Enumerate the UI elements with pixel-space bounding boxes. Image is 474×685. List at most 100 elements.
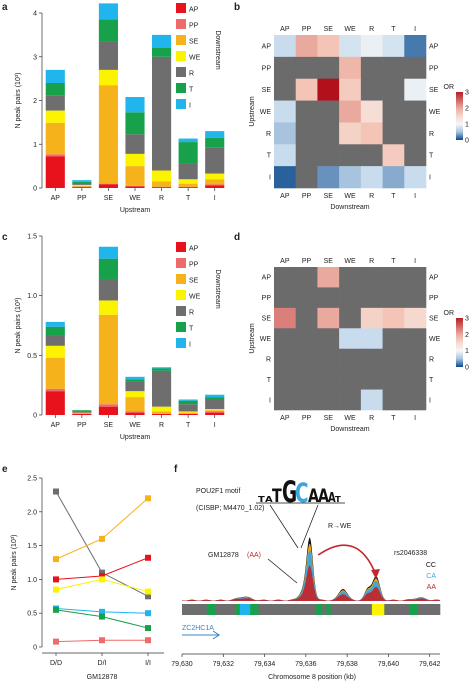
y-tick-label: 3 bbox=[33, 54, 37, 61]
x-tick-label: R bbox=[159, 422, 164, 429]
legend-title: Downstream bbox=[214, 30, 221, 69]
state-segment-r bbox=[417, 604, 441, 615]
series-point bbox=[53, 586, 59, 593]
legend-label: PP bbox=[189, 23, 199, 30]
heatmap-cell bbox=[339, 389, 362, 411]
bar-segment-i bbox=[45, 69, 65, 83]
row-label-left: PP bbox=[262, 65, 272, 72]
col-label-top: T bbox=[391, 258, 396, 265]
legend-label: AP bbox=[189, 7, 199, 14]
colorbar-tick: 0 bbox=[465, 365, 469, 372]
legend-label: I bbox=[189, 342, 191, 349]
state-segment-r bbox=[258, 604, 317, 615]
heatmap-cell bbox=[382, 328, 405, 350]
legend-label: T bbox=[189, 326, 194, 333]
colorbar-tick: 2 bbox=[465, 332, 469, 339]
heatmap-cell bbox=[295, 348, 318, 370]
motif-letter: C bbox=[295, 479, 309, 509]
y-tick-label: 1 bbox=[33, 142, 37, 149]
bar-segment-se bbox=[72, 185, 92, 187]
bar-segment-se bbox=[178, 183, 198, 187]
col-label-top: I bbox=[414, 258, 416, 265]
col-label-top: WE bbox=[344, 258, 356, 265]
state-segment-t bbox=[250, 604, 259, 615]
x-tick-label: 79,632 bbox=[213, 661, 235, 668]
heatmap-cell bbox=[360, 166, 383, 189]
y-axis-label: N peak pairs (10³) bbox=[15, 72, 22, 128]
state-segment-r bbox=[384, 604, 410, 615]
heatmap-cell bbox=[404, 166, 427, 189]
x-tick-label: 79,642 bbox=[419, 661, 441, 668]
x-axis-label: Chromosome 8 position (kb) bbox=[268, 674, 356, 681]
row-label-left: R bbox=[266, 356, 271, 363]
series-point bbox=[145, 625, 151, 632]
colorbar-tick: 1 bbox=[465, 122, 469, 129]
bar-segment-ap bbox=[178, 413, 198, 415]
heatmap-cell bbox=[339, 328, 362, 350]
heatmap-cell bbox=[404, 267, 427, 288]
bar-segment-ap bbox=[205, 185, 225, 188]
y-tick-label: 0 bbox=[33, 186, 37, 193]
x-tick-label: WE bbox=[129, 422, 141, 429]
row-label-right: WE bbox=[429, 336, 441, 343]
heatmap-cell bbox=[360, 369, 383, 390]
interaction-arrow bbox=[317, 544, 377, 576]
bar-segment-we bbox=[178, 411, 198, 413]
x-tick-label: T bbox=[186, 195, 191, 202]
y-tick-label: 0.5 bbox=[27, 611, 37, 618]
row-label-right: SE bbox=[429, 87, 439, 94]
y-tick-label: 2.0 bbox=[27, 509, 37, 516]
row-label-left: WE bbox=[260, 336, 272, 343]
colorbar-title: OR bbox=[444, 84, 455, 91]
heatmap-cell bbox=[404, 328, 427, 350]
row-label-left: T bbox=[267, 153, 272, 160]
panel-b-heatmap: AP AP PP PP SE SE WE WE R R T T I I AP AP PP PP SE SE WE WE R R… bbox=[249, 26, 469, 211]
col-label-top: R bbox=[369, 258, 374, 265]
heatmap-cell bbox=[274, 100, 297, 123]
row-label-right: WE bbox=[429, 109, 441, 116]
legend-swatch-t bbox=[176, 322, 186, 332]
heatmap-cell bbox=[339, 348, 362, 370]
x-tick-label: 79,638 bbox=[336, 661, 358, 668]
heatmap-cell bbox=[317, 35, 340, 58]
heatmap-cell bbox=[295, 100, 318, 123]
state-segment-t bbox=[409, 604, 418, 615]
heatmap-cell bbox=[360, 328, 383, 350]
legend-label: WE bbox=[189, 55, 201, 62]
heatmap-cell bbox=[360, 389, 383, 411]
col-label-bottom: T bbox=[391, 193, 396, 200]
series-point bbox=[53, 606, 59, 613]
panel-label-c: c bbox=[2, 232, 8, 243]
x-tick-label: WE bbox=[129, 195, 141, 202]
col-label-top: SE bbox=[324, 26, 334, 33]
heatmap-cell bbox=[274, 389, 297, 411]
bar-segment-we bbox=[45, 110, 65, 123]
state-segment-r bbox=[215, 604, 236, 615]
heatmap-cell bbox=[382, 144, 405, 167]
bar-segment-i bbox=[98, 3, 118, 20]
heatmap-cell bbox=[274, 307, 297, 329]
y-tick-label: 4 bbox=[33, 11, 37, 18]
bar-segment-se bbox=[72, 412, 92, 414]
heatmap-cell bbox=[274, 348, 297, 370]
y-tick-label: 0 bbox=[33, 413, 37, 420]
heatmap-cell bbox=[317, 100, 340, 123]
heatmap-cell bbox=[404, 56, 427, 80]
bar-segment-i bbox=[178, 399, 198, 401]
heatmap-cell bbox=[360, 78, 383, 101]
arrow-head-icon bbox=[371, 569, 381, 579]
series-point bbox=[145, 610, 151, 617]
cellline-pointer-line bbox=[267, 558, 298, 584]
y-tick-label: 0.5 bbox=[27, 353, 37, 360]
motif-letter: A bbox=[318, 484, 329, 507]
row-label-left: I bbox=[269, 397, 271, 404]
row-label-left: PP bbox=[262, 295, 272, 302]
heatmap-cell bbox=[339, 78, 362, 101]
snp-id: rs2046338 bbox=[394, 550, 427, 557]
bar-segment-i bbox=[125, 376, 145, 380]
bar-segment-r bbox=[45, 95, 65, 111]
series-point bbox=[145, 554, 151, 561]
x-tick-label: I/I bbox=[145, 660, 151, 667]
heatmap-cell bbox=[404, 348, 427, 370]
